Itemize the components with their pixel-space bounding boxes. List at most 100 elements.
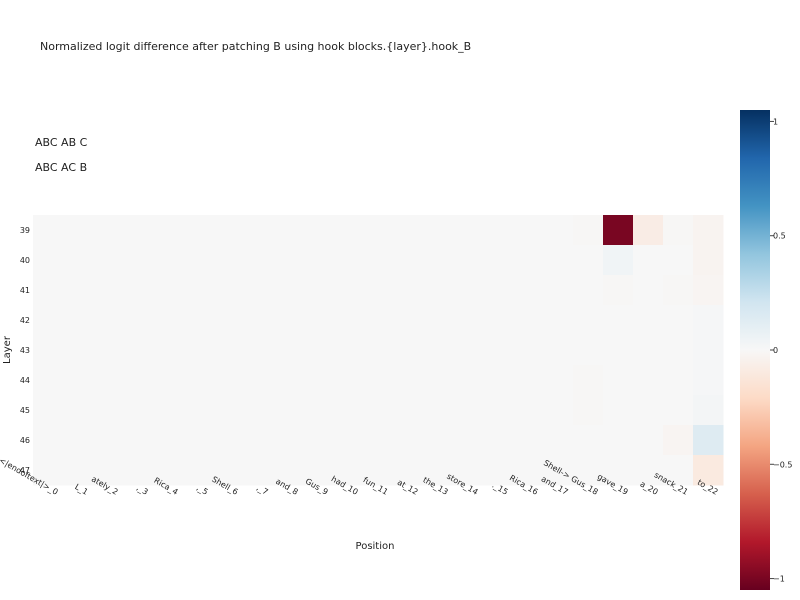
heatmap-cell [573, 425, 604, 456]
heatmap-cell [573, 365, 604, 396]
heatmap-cell [183, 455, 214, 486]
heatmap-cell [123, 365, 154, 396]
heatmap-cell [693, 245, 724, 276]
heatmap-cell [453, 395, 484, 426]
heatmap-cell [303, 425, 334, 456]
heatmap-cell [63, 215, 94, 246]
heatmap-cell [33, 215, 64, 246]
heatmap-cell [453, 305, 484, 336]
heatmap-cell [153, 215, 184, 246]
heatmap-cell [363, 245, 394, 276]
heatmap-cell [363, 365, 394, 396]
heatmap-cell [243, 245, 274, 276]
heatmap-cell [93, 455, 124, 486]
heatmap-cell [183, 425, 214, 456]
heatmap-cell [543, 245, 574, 276]
heatmap-cell [63, 395, 94, 426]
heatmap-cell [363, 335, 394, 366]
heatmap-cell [483, 335, 514, 366]
heatmap-cell [393, 215, 424, 246]
y-tick-label: 45 [20, 406, 30, 415]
colorbar-tick-labels: 1 0.5 0 −0.5 −1 [770, 117, 792, 584]
heatmap-cell [153, 365, 184, 396]
y-axis-title: Layer [2, 335, 13, 364]
heatmap-cell [693, 365, 724, 396]
heatmap-cell [573, 335, 604, 366]
y-tick-label: 40 [20, 256, 30, 265]
heatmap-cell [333, 365, 364, 396]
heatmap-cell [633, 275, 664, 306]
y-tick-label: 44 [20, 376, 30, 385]
heatmap-cell [243, 365, 274, 396]
heatmap-cell [633, 215, 664, 246]
heatmap-cell [333, 215, 364, 246]
heatmap-cell [93, 335, 124, 366]
heatmap-cell [123, 215, 154, 246]
heatmap-cell [303, 455, 334, 486]
heatmap-cell [633, 305, 664, 336]
heatmap-cell [303, 305, 334, 336]
heatmap-cell [123, 245, 154, 276]
heatmap-cell [183, 395, 214, 426]
heatmap-cell [363, 275, 394, 306]
heatmap-cell [513, 335, 544, 366]
heatmap-cell [483, 425, 514, 456]
y-tick-label: 47 [20, 466, 30, 475]
heatmap-cell [363, 455, 394, 486]
heatmap-cell [33, 365, 64, 396]
heatmap-cell [603, 455, 634, 486]
heatmap-cell [93, 305, 124, 336]
heatmap-cell [423, 275, 454, 306]
heatmap-cell [573, 305, 604, 336]
heatmap-cell [213, 365, 244, 396]
heatmap-cell [393, 425, 424, 456]
heatmap-cell [303, 365, 334, 396]
colorbar-gradient [740, 110, 770, 590]
heatmap-cell [63, 335, 94, 366]
heatmap-cell [513, 215, 544, 246]
colorbar-tick-label: −1 [773, 575, 785, 584]
heatmap-cell [543, 425, 574, 456]
heatmap-cell [663, 245, 694, 276]
heatmap-cell [423, 305, 454, 336]
heatmap-cell [453, 455, 484, 486]
heatmap-cell [693, 455, 724, 486]
heatmap-cell [663, 335, 694, 366]
heatmap-cell [153, 335, 184, 366]
heatmap-cell [93, 215, 124, 246]
heatmap-cell [483, 365, 514, 396]
heatmap-cell [243, 425, 274, 456]
heatmap-cell [63, 245, 94, 276]
heatmap-cell [513, 275, 544, 306]
heatmap-cell [543, 215, 574, 246]
heatmap-cell [183, 245, 214, 276]
heatmap-cell [153, 425, 184, 456]
heatmap-cell [603, 395, 634, 426]
heatmap-cell [573, 395, 604, 426]
heatmap-cell [63, 425, 94, 456]
heatmap-cell [243, 275, 274, 306]
heatmap-cell [213, 305, 244, 336]
heatmap-cell [423, 215, 454, 246]
heatmap-cell [273, 305, 304, 336]
x-axis-title: Position [356, 541, 395, 552]
heatmap-cell [393, 395, 424, 426]
heatmap-cell [333, 395, 364, 426]
heatmap-cell [603, 425, 634, 456]
heatmap-cell [243, 455, 274, 486]
heatmap-cell [303, 245, 334, 276]
y-tick-label: 42 [20, 316, 30, 325]
heatmap-cell [213, 395, 244, 426]
y-tick-label: 43 [20, 346, 30, 355]
heatmap-cell [123, 305, 154, 336]
heatmap-cell [273, 395, 304, 426]
chart-title: Normalized logit difference after patchi… [40, 40, 472, 53]
heatmap-cell [153, 245, 184, 276]
heatmap-cell [393, 455, 424, 486]
prompt-label-abc-ac-b: ABC AC B [35, 161, 88, 174]
heatmap-cell [153, 305, 184, 336]
y-tick-labels: 39 40 41 42 43 44 45 46 47 [20, 226, 30, 475]
heatmap-cell [423, 425, 454, 456]
heatmap-cell [393, 335, 424, 366]
heatmap-cell [453, 365, 484, 396]
